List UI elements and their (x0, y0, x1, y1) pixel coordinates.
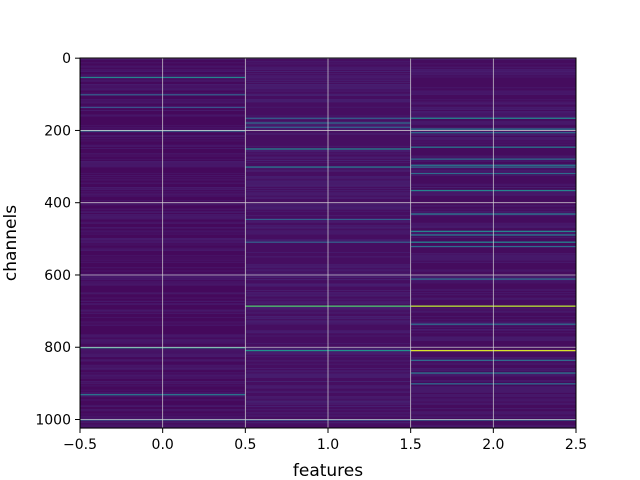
y-tick-label: 400 (44, 196, 71, 212)
x-tick-label: −0.5 (63, 437, 97, 453)
x-tick-label: 1.5 (400, 437, 422, 453)
y-tick-label: 600 (44, 268, 71, 284)
y-tick-label: 200 (44, 123, 71, 139)
x-tick-label: 0.0 (152, 437, 174, 453)
y-axis-label: channels (1, 205, 21, 281)
x-tick-label: 1.0 (317, 437, 339, 453)
x-tick-label: 2.5 (565, 437, 587, 453)
x-tick-label: 0.5 (234, 437, 256, 453)
x-tick-label: 2.0 (482, 437, 504, 453)
x-axis: −0.5 0.0 0.5 1.0 1.5 2.0 2.5 (63, 428, 587, 453)
y-tick-label: 800 (44, 340, 71, 356)
y-axis: 0 200 400 600 800 1000 (35, 51, 80, 429)
x-axis-label: features (293, 461, 363, 480)
y-tick-label: 0 (62, 51, 71, 67)
y-tick-label: 1000 (35, 413, 71, 429)
